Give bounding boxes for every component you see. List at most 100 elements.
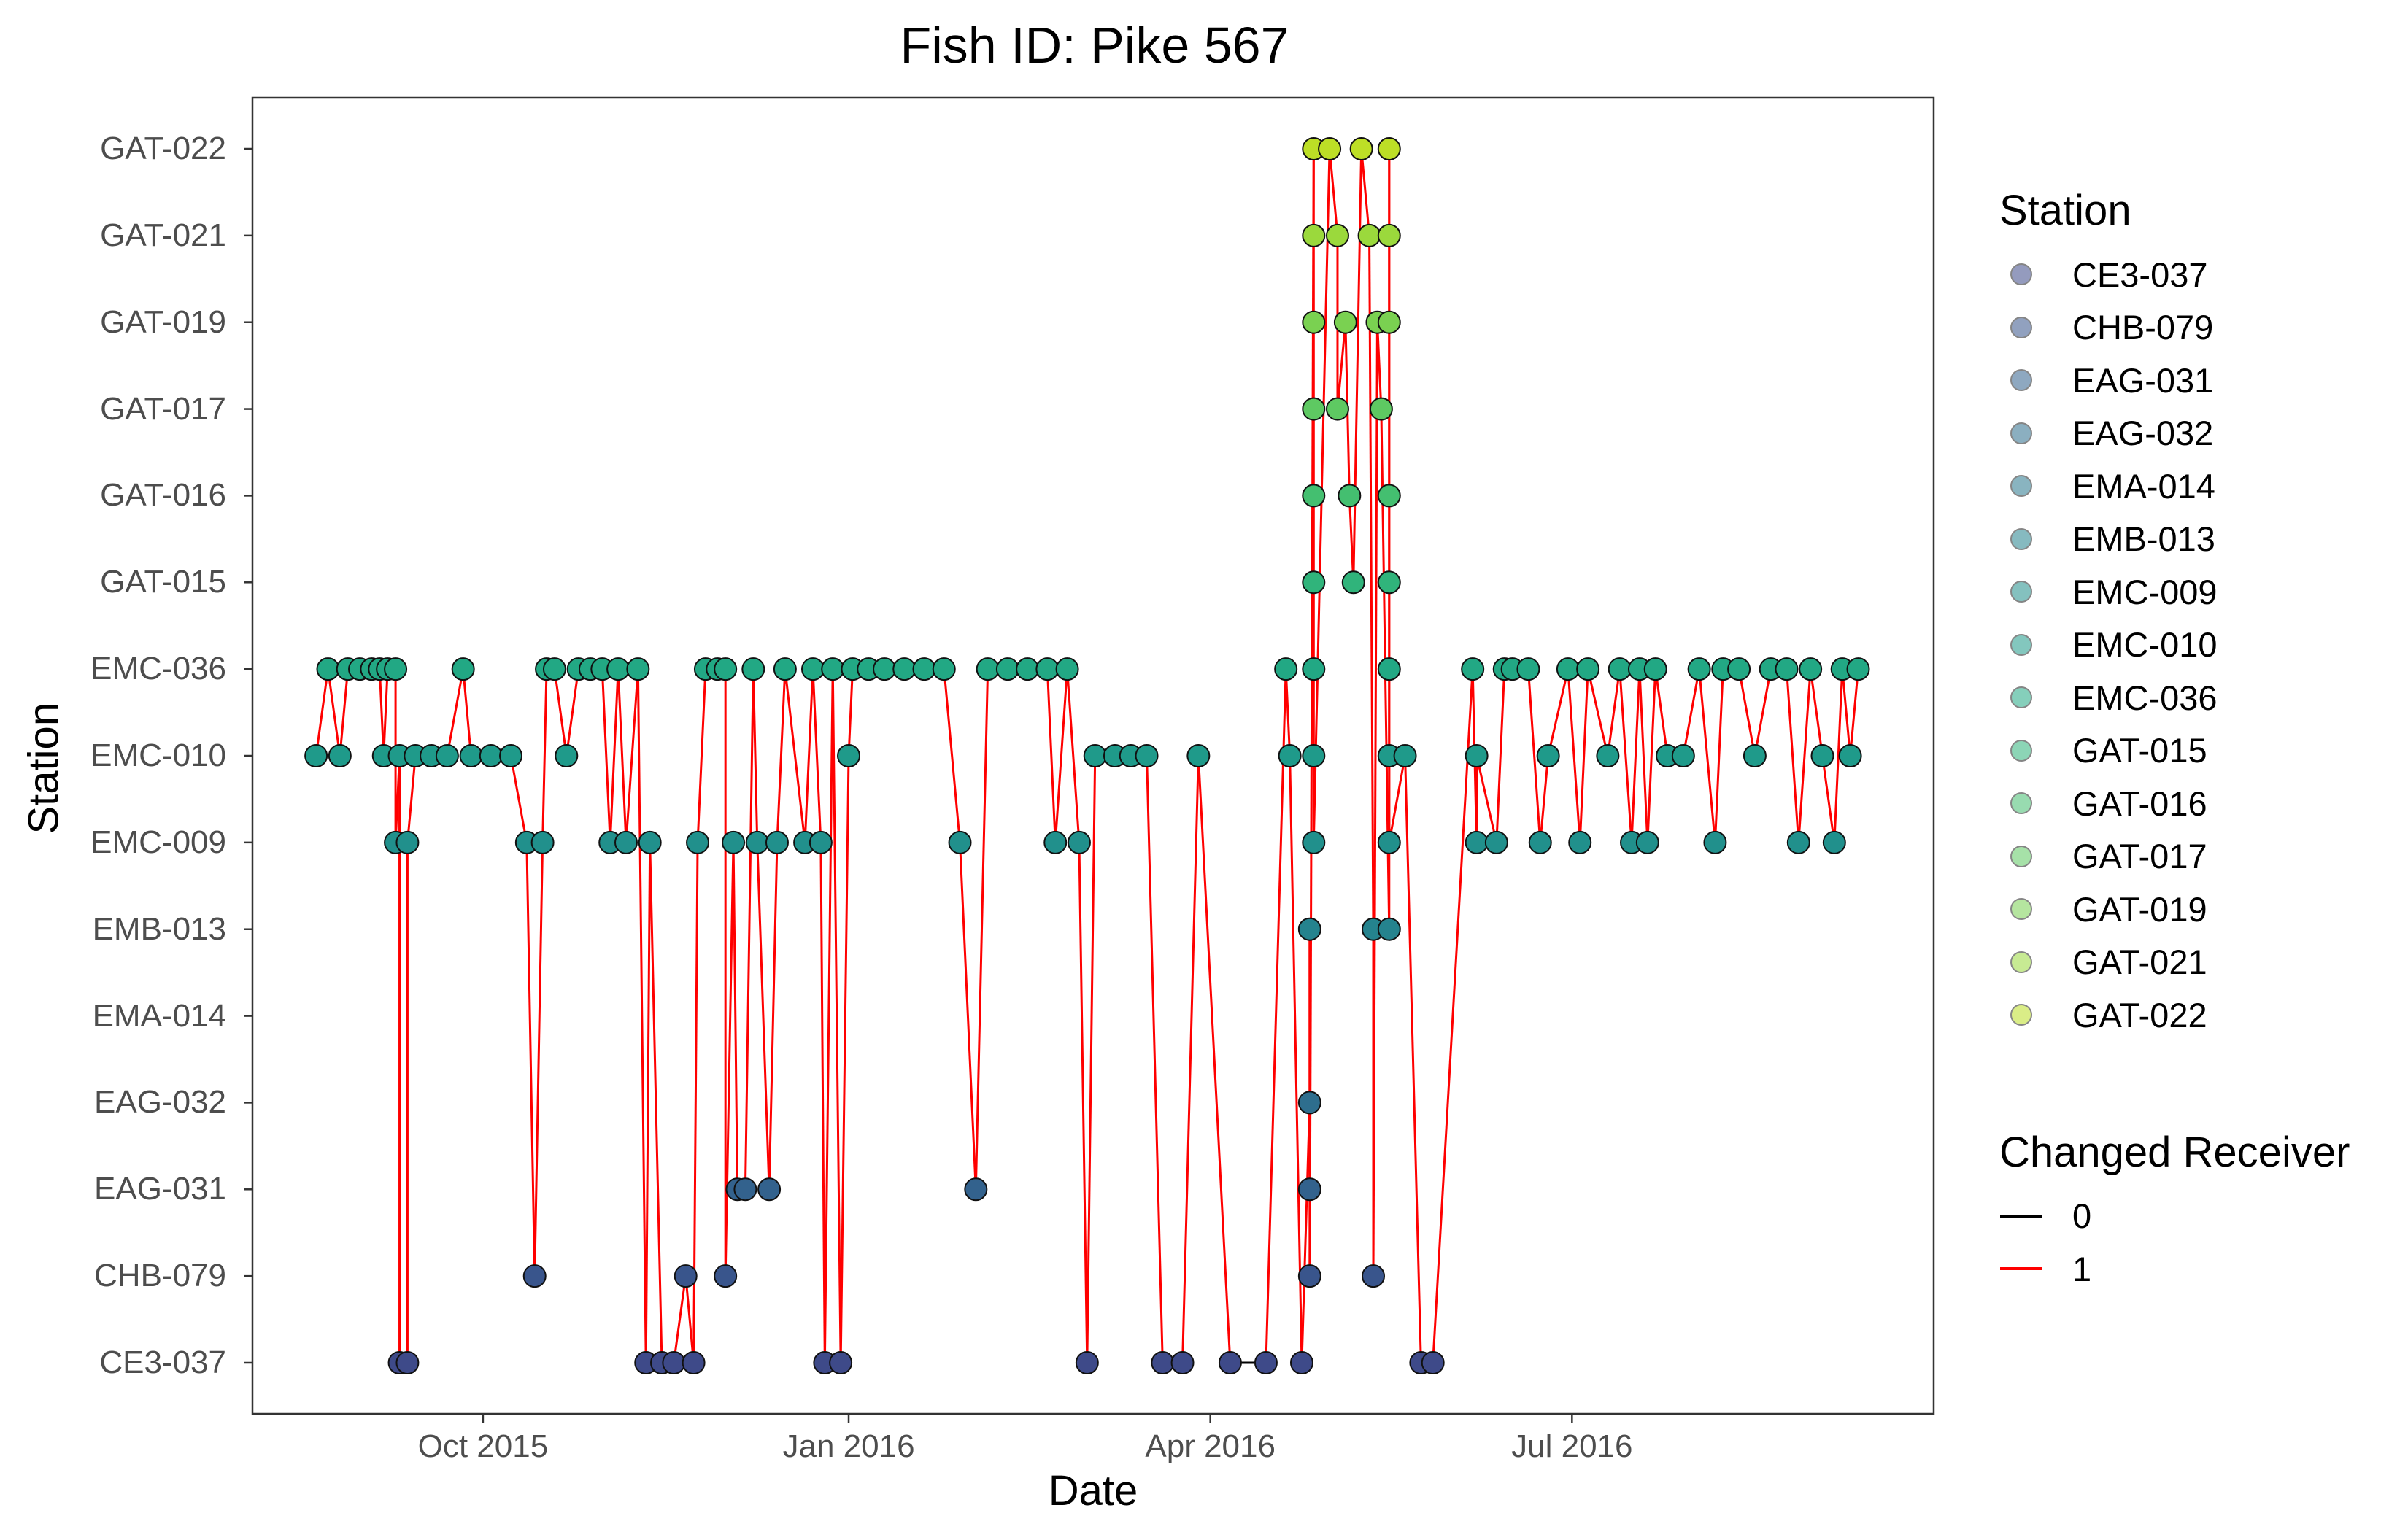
legend-dot bbox=[2010, 898, 2032, 921]
legend-dot bbox=[2010, 316, 2032, 338]
segment-changed-receiver bbox=[617, 669, 628, 843]
segment-changed-receiver bbox=[1181, 755, 1200, 1363]
legend-station-item: GAT-019 bbox=[1999, 883, 2350, 936]
detection-point bbox=[1325, 397, 1349, 421]
detection-point bbox=[530, 830, 555, 854]
x-tick-label: Jul 2016 bbox=[1511, 1428, 1633, 1464]
detection-point bbox=[1274, 657, 1298, 681]
detection-point bbox=[1369, 397, 1393, 421]
segment-changed-receiver bbox=[1265, 669, 1287, 1363]
segment-changed-receiver bbox=[1284, 669, 1292, 757]
segment-changed-receiver bbox=[1360, 148, 1371, 236]
detection-point bbox=[451, 657, 475, 681]
legend-line bbox=[2000, 1214, 2042, 1218]
segment-changed-receiver bbox=[839, 755, 850, 1363]
detection-point bbox=[1349, 137, 1373, 160]
legend-key bbox=[1999, 260, 2043, 289]
detection-point bbox=[626, 657, 650, 681]
legend-station-item: EAG-032 bbox=[1999, 407, 2350, 460]
segment-changed-receiver bbox=[784, 668, 806, 843]
detection-point bbox=[1421, 1351, 1445, 1374]
detection-point bbox=[1536, 744, 1560, 767]
legend-label: CE3-037 bbox=[2072, 255, 2208, 294]
legend-key bbox=[1999, 471, 2043, 500]
x-tick-label: Jan 2016 bbox=[782, 1428, 915, 1464]
detection-point bbox=[733, 1177, 757, 1202]
segment-changed-receiver bbox=[601, 669, 611, 843]
legend-station-item: CE3-037 bbox=[1999, 248, 2350, 301]
detection-point bbox=[1083, 744, 1107, 767]
legend-key bbox=[1999, 842, 2043, 871]
detection-point bbox=[1377, 830, 1401, 854]
detection-point bbox=[674, 1264, 698, 1288]
segment-changed-receiver bbox=[823, 669, 834, 1363]
y-tick-label: GAT-017 bbox=[100, 390, 226, 427]
legend-station-item: EMC-036 bbox=[1999, 671, 2350, 724]
segment-changed-receiver bbox=[724, 842, 735, 1277]
detection-point bbox=[1377, 570, 1401, 595]
segment-changed-receiver bbox=[1753, 668, 1772, 757]
legend-station-item: CHB-079 bbox=[1999, 301, 2350, 355]
detection-point bbox=[304, 744, 328, 767]
legend-key bbox=[1999, 630, 2043, 659]
detection-point bbox=[1393, 744, 1417, 767]
segment-changed-receiver bbox=[696, 669, 707, 843]
legend-station-item: EMB-013 bbox=[1999, 513, 2350, 566]
detection-point bbox=[1297, 1091, 1321, 1115]
detection-point bbox=[1643, 657, 1667, 681]
detection-point bbox=[976, 657, 1000, 681]
detection-point bbox=[948, 830, 972, 854]
legend-label: CHB-079 bbox=[2072, 308, 2214, 347]
legend-label: EMA-014 bbox=[2072, 466, 2215, 506]
detection-point bbox=[1377, 484, 1401, 508]
legend-dot bbox=[2010, 527, 2032, 550]
detection-point bbox=[912, 657, 936, 681]
segment-changed-receiver bbox=[1547, 668, 1570, 757]
segment-changed-receiver bbox=[1197, 755, 1232, 1363]
legend-label: GAT-016 bbox=[2072, 784, 2207, 823]
legend-dot bbox=[2010, 845, 2032, 867]
detection-point bbox=[1775, 657, 1799, 681]
segment-changed-receiver bbox=[1352, 148, 1363, 583]
segment-changed-receiver bbox=[339, 669, 350, 757]
y-axis-label: Station bbox=[20, 702, 68, 835]
detection-point bbox=[741, 657, 765, 681]
segment-changed-receiver bbox=[446, 668, 465, 757]
legend-label: GAT-022 bbox=[2072, 995, 2207, 1034]
segment-changed-receiver bbox=[1078, 842, 1089, 1363]
segment-changed-receiver bbox=[811, 669, 822, 843]
detection-point bbox=[1362, 1264, 1385, 1288]
segment-changed-receiver bbox=[1066, 669, 1081, 843]
segment-changed-receiver bbox=[803, 669, 814, 843]
segment-changed-receiver bbox=[509, 755, 528, 843]
y-tick-label: GAT-015 bbox=[100, 564, 226, 600]
segment-changed-receiver bbox=[819, 842, 826, 1363]
legend-key bbox=[1999, 365, 2043, 395]
segment-changed-receiver bbox=[1372, 322, 1378, 1277]
segment-changed-receiver bbox=[1698, 669, 1716, 843]
detection-point bbox=[809, 830, 833, 854]
legend-receiver-item: 0 bbox=[1999, 1190, 2350, 1243]
y-tick-label: EMC-010 bbox=[90, 738, 226, 773]
detection-point bbox=[1302, 744, 1326, 767]
legend-key bbox=[1999, 894, 2043, 924]
segment-changed-receiver bbox=[672, 1275, 687, 1363]
detection-point bbox=[606, 657, 630, 681]
detection-point bbox=[1556, 657, 1580, 681]
detection-point bbox=[1302, 397, 1326, 421]
legend-key bbox=[1999, 419, 2043, 448]
segment-changed-receiver bbox=[1841, 669, 1852, 757]
detection-point bbox=[316, 657, 340, 681]
detection-point bbox=[1838, 744, 1862, 767]
segment-changed-receiver bbox=[1388, 755, 1407, 843]
detection-point bbox=[459, 744, 483, 767]
y-tick-label: EAG-032 bbox=[94, 1084, 226, 1121]
detection-point bbox=[1297, 917, 1321, 941]
segment-changed-receiver bbox=[1086, 755, 1097, 1363]
detection-point bbox=[384, 657, 408, 681]
segment-changed-receiver bbox=[609, 669, 620, 843]
segment-changed-receiver bbox=[314, 668, 329, 757]
legend-label: GAT-021 bbox=[2072, 943, 2207, 982]
detection-point bbox=[1218, 1351, 1242, 1374]
segment-changed-receiver bbox=[1375, 322, 1383, 409]
